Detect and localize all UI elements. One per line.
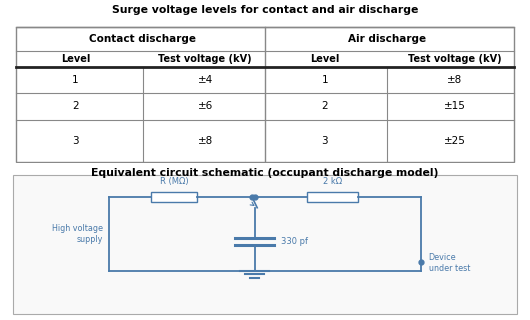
- Text: Air discharge: Air discharge: [348, 34, 426, 44]
- Text: 2 kΩ: 2 kΩ: [323, 177, 342, 186]
- Text: High voltage
supply: High voltage supply: [52, 224, 103, 244]
- Text: R (MΩ): R (MΩ): [160, 177, 189, 186]
- Text: 2: 2: [72, 101, 79, 111]
- Text: Contact discharge: Contact discharge: [90, 34, 197, 44]
- Text: Level: Level: [310, 54, 339, 64]
- Text: Test voltage (kV): Test voltage (kV): [158, 54, 252, 64]
- Text: 1: 1: [72, 75, 79, 85]
- Text: Test voltage (kV): Test voltage (kV): [408, 54, 501, 64]
- Text: 2: 2: [321, 101, 328, 111]
- Text: 3: 3: [72, 136, 79, 146]
- Bar: [151, 192, 198, 202]
- Text: Surge voltage levels for contact and air discharge: Surge voltage levels for contact and air…: [112, 5, 418, 15]
- Text: Equivalent circuit schematic (occupant discharge model): Equivalent circuit schematic (occupant d…: [91, 168, 439, 178]
- Text: ±4: ±4: [198, 75, 213, 85]
- Text: ±8: ±8: [447, 75, 462, 85]
- Text: Level: Level: [61, 54, 90, 64]
- Bar: [306, 192, 358, 202]
- Text: Device
under test: Device under test: [429, 253, 470, 273]
- Text: 330 pf: 330 pf: [280, 237, 307, 246]
- Text: 1: 1: [321, 75, 328, 85]
- Text: ±25: ±25: [444, 136, 465, 146]
- Text: ±8: ±8: [198, 136, 213, 146]
- Text: ±6: ±6: [198, 101, 213, 111]
- Text: ±15: ±15: [444, 101, 465, 111]
- Bar: [16, 27, 514, 162]
- Text: 3: 3: [321, 136, 328, 146]
